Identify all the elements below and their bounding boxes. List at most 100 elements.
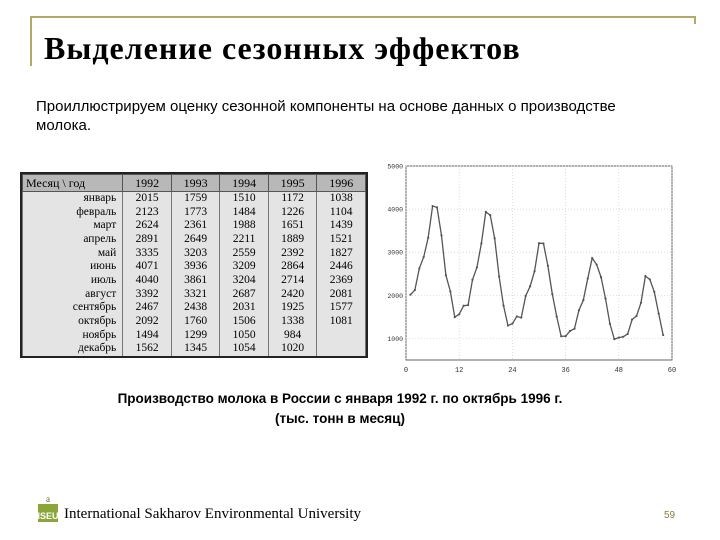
value-cell: 1172: [267, 191, 318, 206]
data-point: [582, 299, 585, 302]
value-cell: 3203: [170, 246, 221, 261]
data-point: [604, 297, 607, 300]
data-point: [498, 275, 501, 278]
data-point: [573, 327, 576, 330]
data-point: [586, 277, 589, 280]
value-cell: 2438: [170, 301, 221, 315]
data-point: [493, 237, 496, 240]
y-tick-label: 5000: [387, 164, 403, 171]
value-cell: 1054: [219, 342, 269, 356]
value-cell: [316, 342, 366, 356]
data-point: [657, 312, 660, 315]
month-cell: июнь: [21, 260, 124, 275]
value-cell: 1484: [219, 205, 269, 220]
data-point: [511, 322, 514, 325]
data-point: [427, 236, 430, 239]
slide-title: Выделение сезонных эффектов: [44, 30, 521, 66]
x-tick-label: 36: [561, 367, 569, 375]
value-cell: [316, 328, 366, 343]
value-cell: 1081: [316, 314, 366, 329]
value-cell: 1038: [316, 191, 366, 206]
data-point: [608, 322, 612, 325]
data-point: [418, 267, 421, 270]
data-point: [568, 329, 572, 333]
value-cell: 3335: [122, 246, 172, 261]
value-cell: 2714: [267, 274, 318, 288]
value-cell: 2081: [316, 287, 366, 302]
value-cell: 2211: [219, 233, 269, 247]
milk-production-table: Месяц \ год 1992 1993 1994 1995 1996 янв…: [21, 174, 366, 356]
data-point: [648, 278, 651, 281]
data-point: [435, 206, 439, 209]
value-cell: 2392: [267, 246, 318, 261]
month-cell: август: [21, 287, 124, 302]
value-cell: 2361: [170, 219, 221, 234]
value-cell: 2123: [122, 205, 172, 220]
x-tick-label: 48: [615, 367, 623, 375]
data-point: [466, 304, 470, 307]
value-cell: 1338: [267, 314, 318, 329]
table-row: октябрь 2092 1760 1506 1338 1081: [21, 314, 366, 329]
data-point: [506, 324, 510, 327]
value-cell: 1521: [316, 233, 366, 247]
data-point: [475, 266, 479, 269]
table-row: апрель 2891 2649 2211 1889 1521: [21, 233, 366, 247]
data-point: [453, 316, 456, 319]
data-point: [591, 256, 594, 260]
header-cell: 1996: [316, 174, 366, 192]
value-cell: 1050: [219, 328, 269, 343]
value-cell: 2031: [219, 301, 269, 315]
value-cell: 2864: [267, 260, 318, 275]
month-cell: январь: [21, 191, 124, 206]
milk-production-line-chart: 0 12 24 36 48 60 1000 2000 3000 4000 5000: [387, 164, 676, 376]
table-row: февраль 2123 1773 1484 1226 1104: [21, 205, 366, 220]
data-point: [480, 242, 483, 245]
header-cell: Месяц \ год: [21, 174, 124, 192]
data-point: [635, 314, 638, 318]
footer-university-name: International Sakharov Environmental Uni…: [64, 506, 362, 522]
data-point: [631, 318, 634, 321]
x-tick-label: 0: [404, 367, 408, 375]
month-cell: декабрь: [21, 342, 124, 356]
value-cell: 2446: [316, 260, 366, 275]
y-tick-label: 2000: [387, 293, 403, 300]
value-cell: 3209: [219, 260, 269, 275]
value-cell: 2015: [122, 191, 172, 206]
month-cell: октябрь: [21, 314, 124, 329]
caption-line-2: (тыс. тонн в месяц): [275, 411, 405, 426]
data-point: [639, 301, 643, 304]
series-line: [409, 205, 664, 340]
milk-table-frame: Месяц \ год 1992 1993 1994 1995 1996 янв…: [20, 172, 368, 358]
x-tick-label: 60: [668, 367, 676, 375]
value-cell: 2369: [316, 274, 366, 288]
value-cell: 3392: [122, 287, 172, 302]
data-point: [502, 304, 505, 307]
data-point: [613, 338, 616, 341]
value-cell: 1299: [170, 328, 221, 343]
data-point: [458, 313, 461, 316]
month-cell: июль: [21, 274, 124, 288]
data-point: [409, 293, 412, 296]
value-cell: 3321: [170, 287, 221, 302]
x-tick-label: 12: [455, 367, 463, 375]
value-cell: 1759: [170, 191, 221, 206]
table-row: март 2624 2361 1988 1651 1439: [21, 219, 366, 234]
data-point: [440, 234, 443, 237]
header-cell: 1995: [267, 174, 318, 192]
month-cell: март: [21, 219, 124, 234]
plot-area: [405, 165, 673, 361]
data-point: [413, 288, 416, 292]
value-cell: 3861: [170, 274, 221, 288]
data-point: [431, 204, 434, 208]
value-cell: 4040: [122, 274, 172, 288]
data-point: [560, 335, 563, 338]
chart-caption: Производство молока в России с января 19…: [40, 389, 640, 429]
data-point: [595, 263, 598, 266]
svg-text:ISEU: ISEU: [38, 511, 58, 521]
value-cell: 2687: [219, 287, 269, 302]
slide-frame-left: [30, 16, 32, 66]
table-row: ноябрь 1494 1299 1050 984: [21, 328, 366, 343]
value-cell: 2420: [267, 287, 318, 302]
table-row: декабрь 1562 1345 1054 1020: [21, 342, 366, 356]
table-row: июнь 4071 3936 3209 2864 2446: [21, 260, 366, 275]
